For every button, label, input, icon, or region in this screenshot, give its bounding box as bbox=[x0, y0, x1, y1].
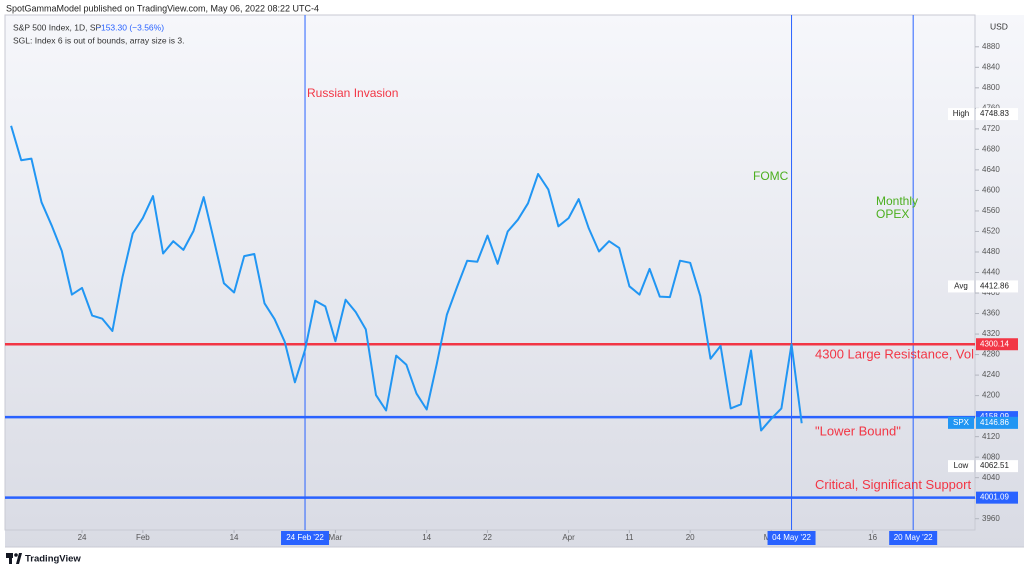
brand: TradingView bbox=[25, 554, 81, 565]
y-tick-label: 4640 bbox=[982, 165, 1000, 174]
note: SGL: Index 6 is out of bounds, array siz… bbox=[13, 35, 185, 45]
y-tick-label: 4360 bbox=[982, 309, 1000, 318]
price-badge bbox=[976, 108, 1018, 121]
x-tick-label: 14 bbox=[230, 533, 239, 542]
legend-series: S&P 500 Index, 1D, SP bbox=[13, 22, 102, 32]
price-badge-value: 4062.51 bbox=[980, 461, 1009, 470]
y-tick-label: 3960 bbox=[982, 514, 1000, 523]
annotation: 4300 Large Resistance, Vol Trigger bbox=[815, 347, 1019, 362]
date-badge bbox=[281, 531, 330, 545]
level-badge-value: 4300.14 bbox=[980, 339, 1009, 348]
level-badge-value: 4001.09 bbox=[980, 493, 1009, 502]
x-tick-label: Apr bbox=[562, 533, 575, 542]
price-badge-name: SPX bbox=[953, 418, 970, 427]
date-badge bbox=[889, 531, 938, 545]
price-badge-name: Avg bbox=[954, 282, 968, 291]
price-badge-tag bbox=[948, 108, 974, 121]
annotation: Russian Invasion bbox=[307, 86, 398, 100]
y-tick-label: 4720 bbox=[982, 124, 1000, 133]
y-tick-label: 4600 bbox=[982, 186, 1000, 195]
price-badge-value: 4412.86 bbox=[980, 282, 1009, 291]
y-tick-label: 4800 bbox=[982, 83, 1000, 92]
y-tick-label: 4400 bbox=[982, 288, 1000, 297]
y-tick-label: 4840 bbox=[982, 62, 1000, 71]
price-badge-tag bbox=[948, 460, 974, 473]
annotation: Critical, Significant Support bbox=[815, 477, 971, 492]
level-badge-value: 4158.09 bbox=[980, 412, 1009, 421]
x-tick-label: 16 bbox=[868, 533, 877, 542]
price-badge-tag bbox=[948, 416, 974, 429]
x-tick-label: 24 bbox=[78, 533, 87, 542]
plot-background bbox=[5, 15, 1024, 547]
y-tick-label: 4200 bbox=[982, 391, 1000, 400]
x-tick-label: Mar bbox=[329, 533, 343, 542]
price-badge bbox=[976, 460, 1018, 473]
price-badge-tag bbox=[948, 280, 974, 293]
x-tick-label: 20 bbox=[686, 533, 695, 542]
y-tick-label: 4480 bbox=[982, 247, 1000, 256]
y-tick-label: 4560 bbox=[982, 206, 1000, 215]
date-badge-label: 24 Feb '22 bbox=[286, 533, 324, 542]
y-tick-label: 4080 bbox=[982, 452, 1000, 461]
price-badge-name: High bbox=[953, 109, 969, 118]
y-tick-label: 4320 bbox=[982, 329, 1000, 338]
annotation: "Lower Bound" bbox=[815, 424, 901, 439]
price-line bbox=[10, 125, 803, 432]
price-badge bbox=[976, 416, 1018, 429]
price-badge-name: Low bbox=[954, 461, 969, 470]
annotation: OPEX bbox=[876, 207, 909, 221]
y-tick-label: 4880 bbox=[982, 42, 1000, 51]
x-tick-label: 22 bbox=[483, 533, 492, 542]
y-tick-label: 4440 bbox=[982, 268, 1000, 277]
annotation: FOMC bbox=[753, 169, 789, 183]
brand-logo bbox=[6, 553, 22, 564]
price-badge-value: 4146.86 bbox=[980, 418, 1009, 427]
y-tick-label: 4120 bbox=[982, 432, 1000, 441]
date-badge-label: 04 May '22 bbox=[772, 533, 811, 542]
legend-change: −153.30 (−3.56%) bbox=[96, 22, 164, 32]
price-badge bbox=[976, 280, 1018, 293]
y-tick-label: 4680 bbox=[982, 145, 1000, 154]
annotation: Monthly bbox=[876, 194, 918, 208]
y-tick-label: 4760 bbox=[982, 103, 1000, 112]
x-tick-label: Feb bbox=[136, 533, 150, 542]
currency: USD bbox=[990, 21, 1008, 31]
x-tick-label: 11 bbox=[625, 533, 634, 542]
y-tick-label: 4040 bbox=[982, 473, 1000, 482]
y-tick-label: 4280 bbox=[982, 350, 1000, 359]
date-badge-label: 20 May '22 bbox=[894, 533, 933, 542]
price-badge-value: 4748.83 bbox=[980, 109, 1009, 118]
y-tick-label: 4240 bbox=[982, 370, 1000, 379]
x-tick-label: 14 bbox=[422, 533, 431, 542]
level-badge bbox=[976, 338, 1018, 351]
y-tick-label: 4520 bbox=[982, 227, 1000, 236]
header: SpotGammaModel published on TradingView.… bbox=[6, 3, 319, 13]
date-badge bbox=[767, 531, 816, 545]
level-badge bbox=[976, 491, 1018, 504]
